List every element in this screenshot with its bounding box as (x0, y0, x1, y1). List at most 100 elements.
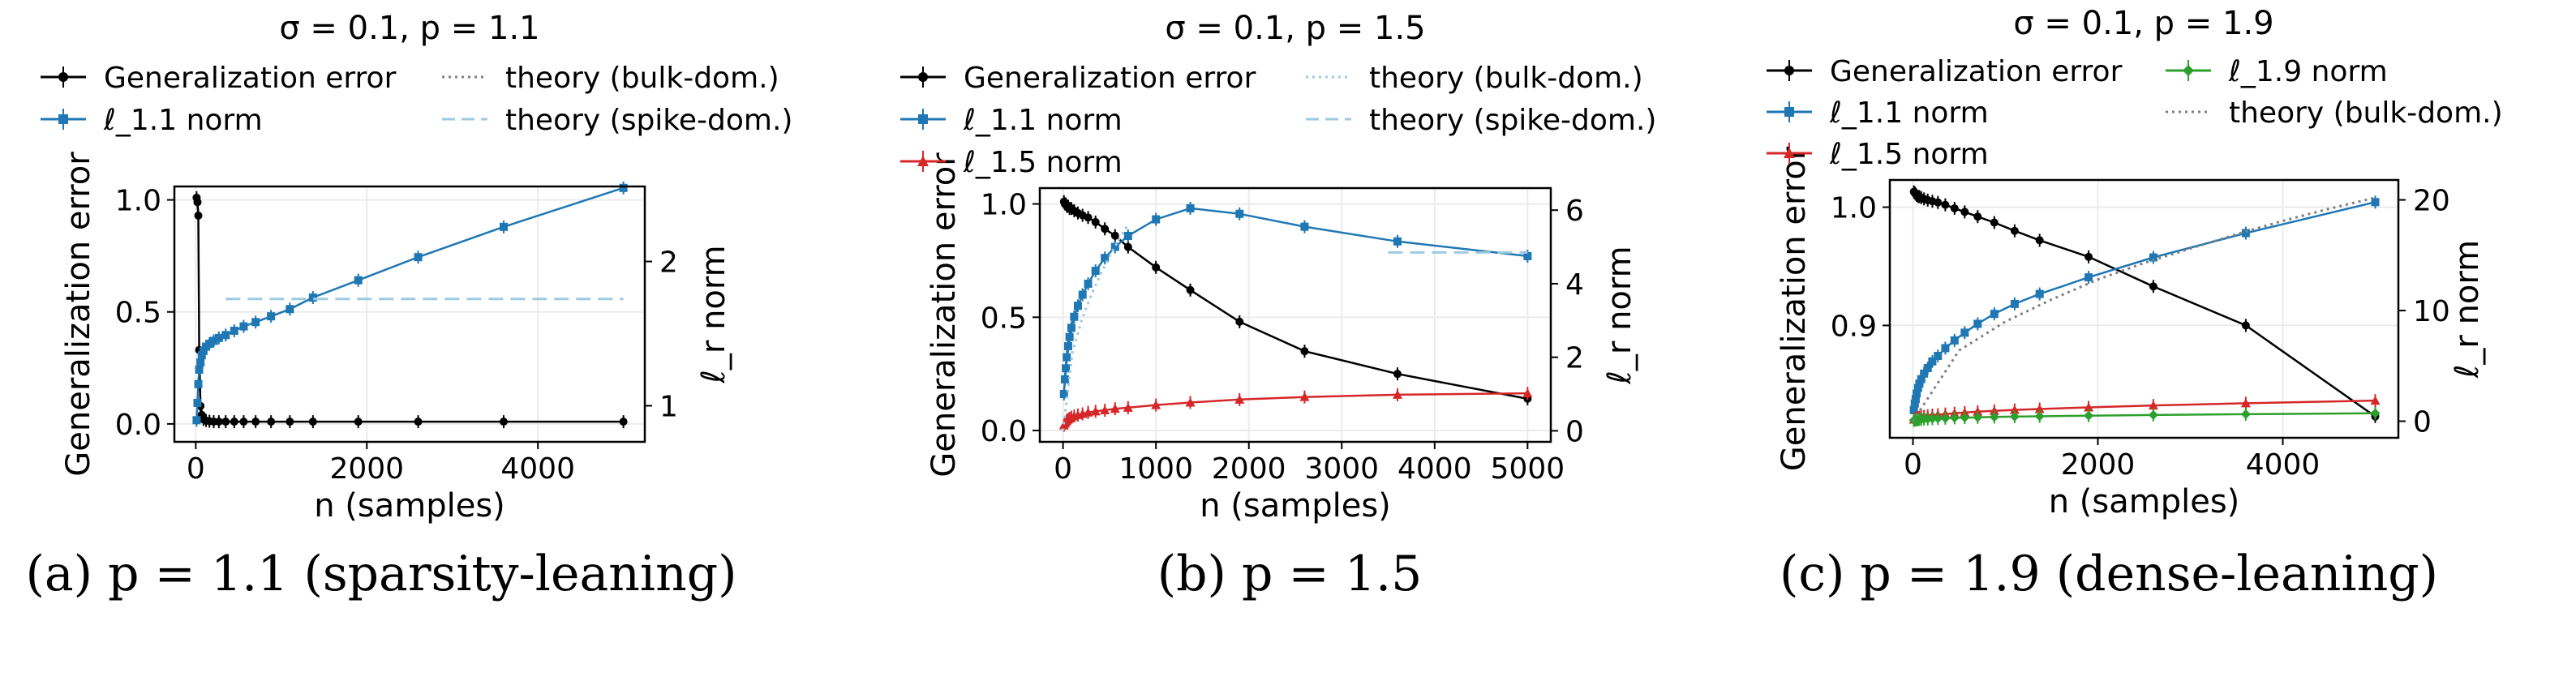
data-point (221, 418, 230, 426)
y-tick-label: 1.0 (1831, 192, 1877, 225)
data-point (2149, 282, 2157, 291)
data-point (1923, 364, 1932, 373)
data-point (2009, 411, 2020, 422)
data-point (1933, 413, 1943, 424)
data-point (1973, 319, 1982, 328)
data-point (1934, 352, 1943, 361)
data-point (500, 222, 508, 231)
data-point (193, 198, 202, 207)
data-point (2034, 404, 2045, 413)
data-point (1100, 405, 1110, 414)
x-tick-label: 0 (1054, 452, 1072, 486)
data-point (230, 326, 238, 335)
x-tick-label: 0 (187, 452, 205, 486)
data-point (2009, 405, 2020, 414)
legend-label: theory (bulk-dom.) (505, 62, 779, 95)
data-point (2148, 409, 2158, 420)
data-point (1950, 336, 1959, 345)
x-tick-label: 2000 (2061, 448, 2136, 482)
legend-label: theory (spike-dom.) (1369, 104, 1656, 137)
data-point (1990, 218, 1999, 227)
panel-caption: (c) p = 1.9 (dense-leaning) (1780, 546, 2438, 602)
data-point (1101, 225, 1110, 233)
data-point (1927, 413, 1938, 424)
x-tick-label: 0 (1904, 448, 1922, 482)
data-point (2034, 411, 2045, 422)
panel-caption: (a) p = 1.1 (sparsity-leaning) (25, 546, 736, 602)
legend-label: ℓ_1.5 norm (963, 146, 1123, 179)
data-point (2149, 253, 2157, 262)
data-point (1913, 389, 1921, 398)
data-point (354, 276, 363, 285)
data-point (2084, 402, 2094, 412)
data-point (1185, 397, 1196, 407)
data-point (1990, 310, 1999, 319)
series-line-5 (1912, 196, 2376, 422)
data-point (1110, 231, 1119, 240)
x-axis-label: n (samples) (1200, 487, 1391, 525)
data-point (196, 358, 205, 367)
x-tick-label: 2000 (1212, 452, 1286, 486)
y-tick-label: 0.0 (115, 409, 161, 442)
x-tick-label: 2000 (329, 452, 404, 486)
plot-frame (1038, 186, 1552, 443)
data-point (1059, 390, 1068, 399)
y-right-tick-label: 6 (1565, 195, 1584, 228)
series-line-1 (195, 197, 624, 423)
data-point (1060, 375, 1069, 383)
legend-label: theory (bulk-dom.) (1369, 62, 1643, 95)
series-line-3 (1063, 392, 1528, 426)
y-tick-label: 1.0 (115, 185, 161, 218)
data-point (2148, 400, 2158, 410)
data-point (193, 398, 202, 407)
data-point (500, 418, 508, 426)
data-point (1063, 353, 1071, 362)
series-line-2 (195, 186, 624, 421)
data-point (286, 305, 294, 314)
data-point (1300, 222, 1309, 231)
legend-marker (58, 72, 68, 82)
x-tick-label: 5000 (1491, 452, 1565, 486)
data-point (1083, 407, 1093, 417)
data-point (308, 293, 317, 302)
y-tick-label: 1.0 (981, 189, 1027, 222)
data-point (192, 416, 201, 425)
data-point (1393, 370, 1402, 379)
data-point (1073, 302, 1082, 311)
y-right-axis-label: ℓ_r norm (2449, 240, 2486, 379)
data-point (221, 331, 230, 340)
data-point (1989, 405, 1999, 415)
y-axis-label: Generalization error (925, 152, 963, 478)
data-point (194, 379, 203, 388)
data-point (1913, 383, 1922, 392)
data-point (2240, 398, 2251, 408)
chart-title: σ = 0.1, p = 1.5 (1165, 10, 1425, 47)
data-point (267, 418, 276, 426)
data-point (1523, 251, 1532, 260)
y-right-tick-label: 20 (2413, 185, 2450, 218)
x-tick-label: 4000 (2246, 448, 2321, 482)
data-point (1235, 209, 1244, 218)
y-axis-label: Generalization error (60, 152, 97, 477)
data-point (2370, 396, 2381, 405)
data-point (205, 339, 214, 348)
chart-legend: Generalization error ℓ_1.1 norm theory (bu… (41, 62, 792, 137)
data-point (1941, 344, 1950, 353)
data-point (1989, 412, 1999, 422)
data-point (1090, 406, 1101, 416)
legend-label: ℓ_1.1 norm (963, 104, 1123, 137)
legend-label: theory (bulk-dom.) (2229, 96, 2503, 130)
data-point (1960, 208, 1969, 216)
data-point (1917, 375, 1926, 383)
data-point (1300, 347, 1309, 356)
data-point (2240, 409, 2251, 419)
panel-caption: (b) p = 1.5 (1157, 546, 1423, 602)
data-point (1960, 328, 1969, 337)
y-right-axis-label: ℓ_r norm (1601, 246, 1638, 384)
series-line-1 (1063, 201, 1528, 400)
data-point (1091, 217, 1100, 226)
series-line-1 (1913, 191, 2376, 418)
data-point (2241, 229, 2250, 238)
y-tick-label: 0.5 (115, 297, 161, 330)
data-point (1522, 388, 1533, 398)
